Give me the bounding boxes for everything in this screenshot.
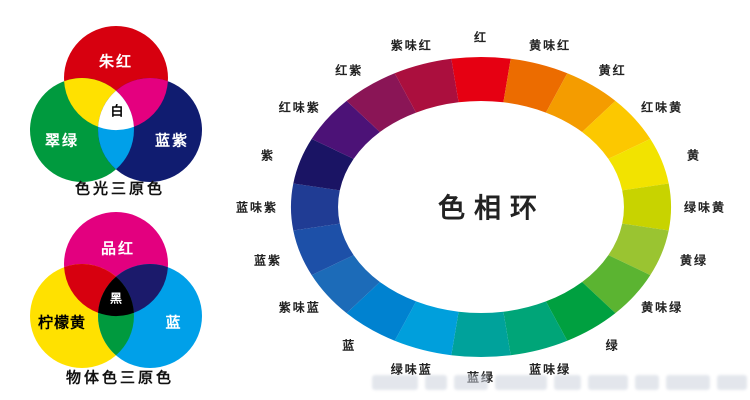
wheel-segment-0 (451, 56, 511, 103)
wheel-segment-6 (608, 223, 669, 276)
wheel-segment-12 (346, 282, 417, 341)
wheel-label-9: 蓝味绿 (529, 362, 572, 377)
venn2-center-label: 黑 (109, 291, 123, 306)
wheel-label-0: 红 (473, 30, 489, 45)
wheel-label-16: 紫 (260, 148, 276, 162)
wheel-label-7: 黄味绿 (641, 300, 684, 315)
wheel-segment-10 (451, 311, 511, 358)
venn2-magenta-label: 品红 (100, 240, 136, 258)
venn1-caption: 色光三原色 (74, 180, 166, 198)
wheel-segment-11 (394, 301, 459, 356)
wheel-segment-9 (503, 301, 568, 356)
wheel-label-4: 黄 (686, 148, 702, 162)
wheel-segment-17 (311, 100, 380, 159)
venn2-yellow-label: 柠檬黄 (37, 314, 87, 332)
wheel-segment-15 (290, 183, 340, 231)
wheel-label-12: 蓝 (342, 338, 357, 352)
wheel-label-17: 红味紫 (278, 100, 321, 115)
wheel-segment-2 (545, 73, 616, 132)
wheel-segment-13 (311, 255, 380, 314)
wheel-label-5: 绿味黄 (683, 200, 727, 215)
wheel-segment-18 (346, 73, 417, 132)
additive-venn (30, 26, 202, 182)
wheel-segment-8 (545, 282, 616, 341)
wheel-segment-4 (608, 138, 669, 191)
wheel-segment-7 (582, 255, 651, 314)
wheel-segment-14 (293, 223, 354, 276)
wheel-label-3: 红味黄 (641, 100, 684, 115)
wheel-label-15: 蓝味紫 (235, 200, 279, 215)
wheel-segment-1 (503, 58, 568, 113)
wheel-label-18: 红紫 (335, 63, 364, 77)
hue-wheel-ring (290, 56, 672, 358)
venn1-green-label: 翠绿 (44, 132, 80, 150)
wheel-label-2: 黄红 (598, 63, 627, 77)
venn1-blue-label: 蓝紫 (154, 132, 190, 150)
venn2-caption: 物体色三原色 (65, 369, 175, 387)
wheel-label-13: 紫味蓝 (278, 300, 321, 315)
venn1-red-label: 朱红 (98, 53, 134, 71)
wheel-label-1: 黄味红 (529, 38, 572, 53)
wheel-label-8: 绿 (605, 338, 620, 352)
wheel-segment-5 (622, 183, 672, 231)
venn2-black-center (98, 276, 134, 316)
venn2-cyan-label: 蓝 (165, 314, 183, 332)
hue-wheel-title: 色相环 (438, 193, 546, 224)
wheel-segment-3 (582, 100, 651, 159)
wheel-segment-16 (293, 138, 354, 191)
wheel-label-11: 绿味蓝 (390, 362, 433, 377)
venn1-white-center (98, 90, 134, 130)
wheel-label-6: 黄绿 (679, 253, 709, 267)
wheel-segment-19 (394, 58, 459, 113)
subtractive-venn (30, 212, 202, 368)
venn1-center-label: 白 (110, 103, 124, 119)
wheel-label-19: 紫味红 (390, 38, 433, 53)
wheel-label-14: 蓝紫 (253, 253, 283, 267)
watermark (372, 369, 747, 395)
